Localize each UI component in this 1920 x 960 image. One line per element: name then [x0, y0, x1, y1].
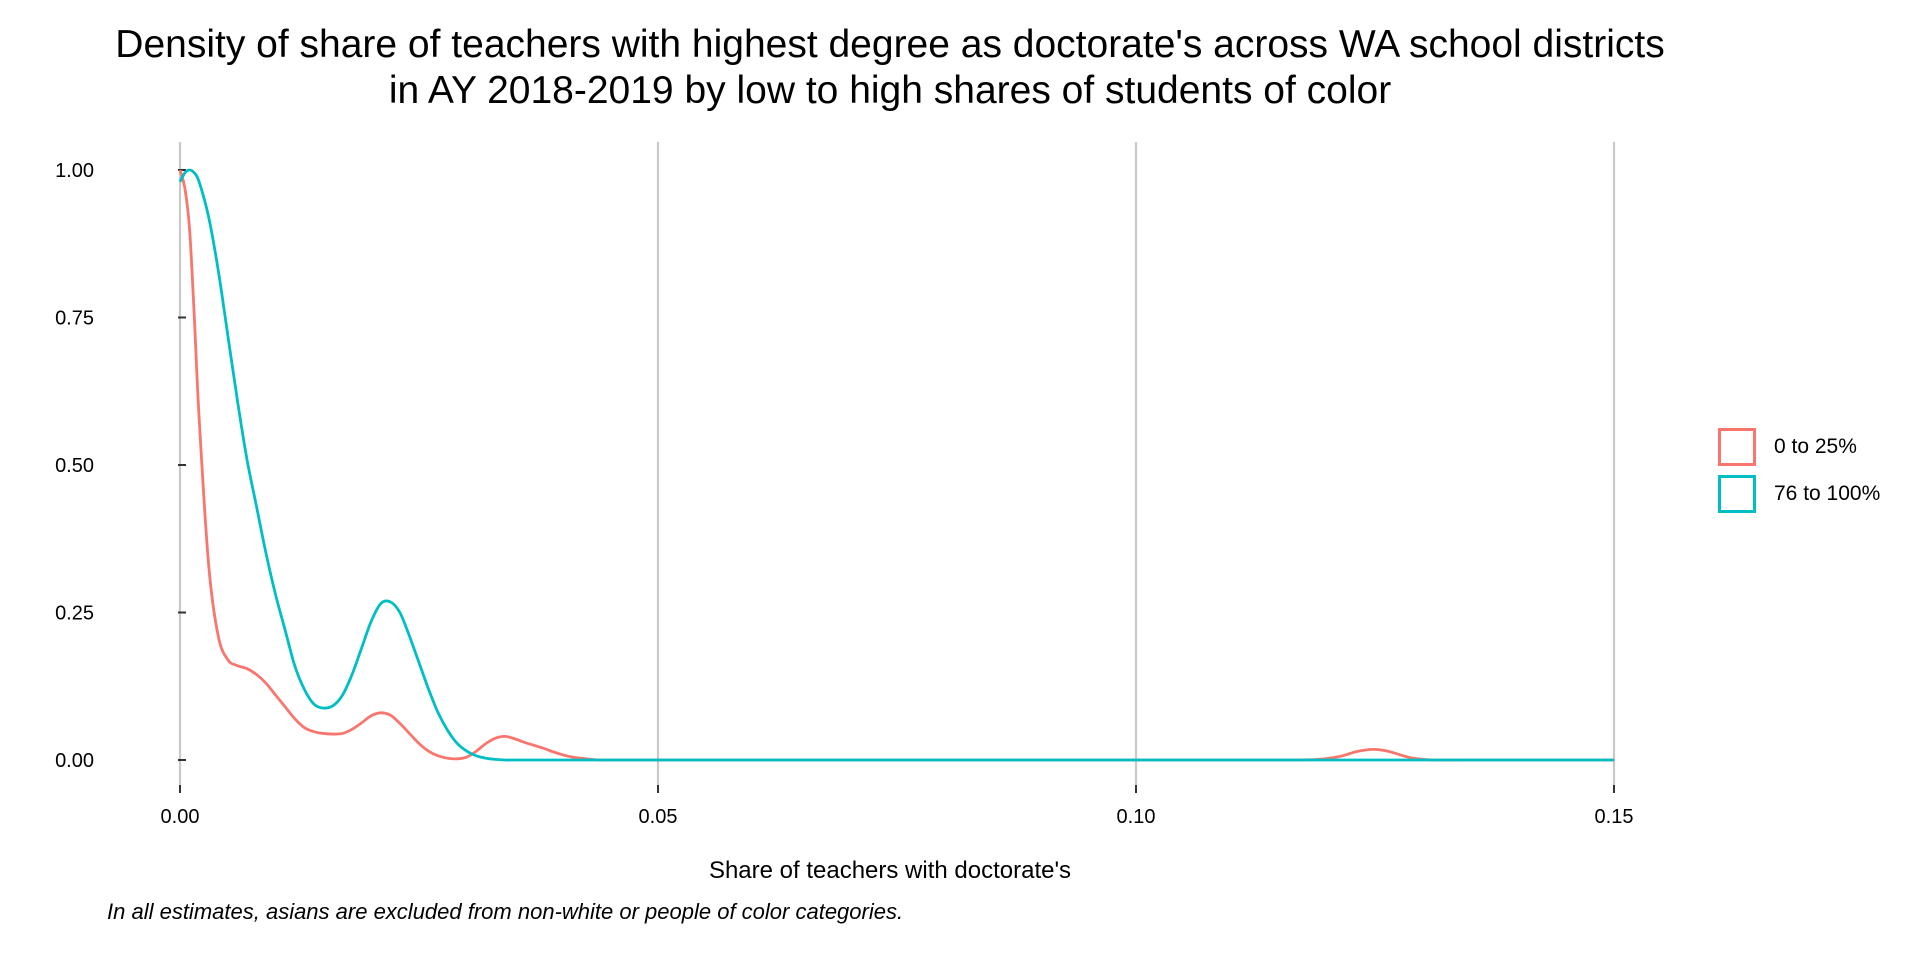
- legend-item-0: 0 to 25%: [1718, 423, 1880, 470]
- chart-title-line-2: in AY 2018-2019 by low to high shares of…: [388, 69, 1392, 112]
- legend: 0 to 25% 76 to 100%: [1718, 423, 1880, 517]
- y-tick-label: 0.50: [55, 455, 94, 477]
- legend-label-1: 76 to 100%: [1774, 481, 1881, 505]
- chart-title-line-1: Density of share of teachers with highes…: [115, 23, 1665, 66]
- legend-item-1: 76 to 100%: [1718, 470, 1880, 517]
- x-tick-label: 0.00: [161, 806, 200, 828]
- x-tick-label: 0.10: [1117, 806, 1156, 828]
- x-axis: 0.00 0.05 0.10 0.15: [161, 785, 1634, 828]
- x-tick-label: 0.05: [639, 806, 678, 828]
- y-tick-label: 0.25: [55, 603, 94, 625]
- series-line-0: [178, 169, 1614, 762]
- x-axis-label: Share of teachers with doctorate's: [708, 857, 1072, 884]
- x-tick-label: 0.15: [1595, 806, 1634, 828]
- series-line-1: [178, 168, 1614, 762]
- y-tick-label: 0.75: [55, 308, 94, 330]
- y-tick-label: 1.00: [55, 160, 94, 182]
- legend-key-0: [1718, 427, 1756, 466]
- y-tick-label: 0.00: [55, 750, 94, 772]
- caption-note: In all estimates, asians are excluded fr…: [107, 899, 904, 924]
- y-axis: 0.00 0.25 0.50 0.75 1.00: [55, 160, 186, 772]
- chart-title: Density of share of teachers with highes…: [0, 22, 1780, 114]
- series-lines: [178, 168, 1614, 762]
- gridlines: [178, 142, 1616, 785]
- legend-label-0: 0 to 25%: [1774, 434, 1857, 458]
- legend-key-1: [1718, 474, 1756, 513]
